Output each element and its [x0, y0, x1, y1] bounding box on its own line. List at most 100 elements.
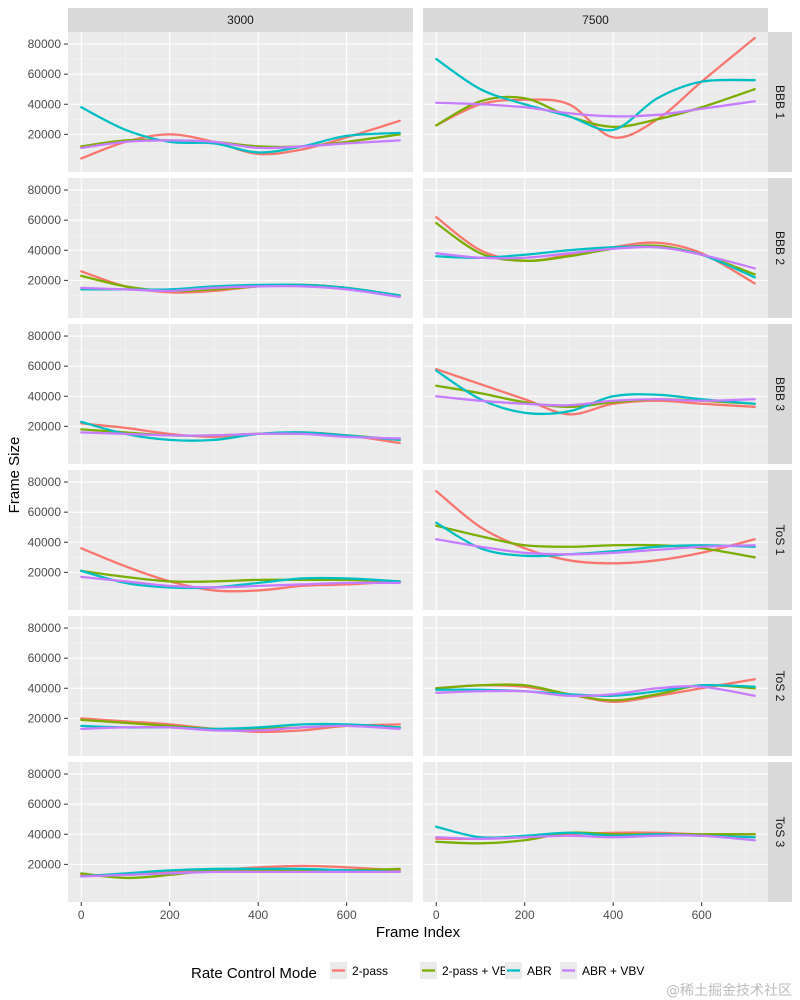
y-tick-label: 20000	[28, 419, 62, 433]
panel-bbb-1-3000	[68, 32, 413, 172]
panel-tos-1-7500	[423, 470, 768, 610]
y-tick-label: 60000	[28, 651, 62, 665]
panel-tos-3-7500	[423, 762, 768, 902]
panel-bbb-2-7500	[423, 178, 768, 318]
row-strip-tos-2	[768, 616, 792, 756]
series-line-abr	[80, 106, 401, 154]
row-strip-label: BBB 1	[773, 85, 787, 119]
x-axis-title: Frame Index	[376, 924, 461, 941]
y-tick-label: 20000	[28, 857, 62, 871]
series-line-abr	[80, 569, 401, 590]
row-strip-tos-1	[768, 470, 792, 610]
y-tick-label: 80000	[28, 183, 62, 197]
panel-tos-2-3000	[68, 616, 413, 756]
series-line-abr-vbv	[435, 538, 756, 556]
panel-tos-3-3000	[68, 762, 413, 902]
y-tick-label: 40000	[28, 97, 62, 111]
y-tick-label: 40000	[28, 827, 62, 841]
panel-background	[423, 762, 768, 902]
column-strip-3000	[68, 8, 413, 32]
series-line-2-pass	[435, 489, 756, 565]
y-axis-title: Frame Size	[6, 437, 23, 514]
series-line-2-pass	[80, 547, 401, 593]
y-tick-label: 60000	[28, 505, 62, 519]
panel-background	[68, 470, 413, 610]
y-tick-label: 80000	[28, 475, 62, 489]
series-line-abr-vbv	[435, 834, 756, 842]
series-line-abr-vbv	[80, 431, 401, 440]
x-tick-label: 200	[515, 908, 535, 922]
series-line-2-pass-vbv	[80, 569, 401, 583]
x-tick-label: 0	[433, 908, 440, 922]
panel-bbb-1-7500	[423, 32, 768, 172]
panel-background	[423, 324, 768, 464]
panel-bbb-3-3000	[68, 324, 413, 464]
x-tick-label: 200	[160, 908, 180, 922]
legend: Rate Control Mode 2-pass 2-pass + VBV ABR A…	[191, 962, 644, 982]
x-tick-label: 400	[603, 908, 623, 922]
series-line-abr-vbv	[435, 395, 756, 407]
y-tick-label: 40000	[28, 535, 62, 549]
series-line-abr-vbv	[80, 284, 401, 299]
y-tick-label: 40000	[28, 243, 62, 257]
panel-background	[68, 324, 413, 464]
y-tick-label: 80000	[28, 621, 62, 635]
legend-item-abr: ABR	[505, 962, 552, 979]
column-strip-7500	[423, 8, 768, 32]
x-tick-label: 400	[248, 908, 268, 922]
y-tick-label: 80000	[28, 329, 62, 343]
y-tick-label: 20000	[28, 711, 62, 725]
y-tick-label: 80000	[28, 37, 62, 51]
y-tick-label: 60000	[28, 213, 62, 227]
row-strip-bbb-2	[768, 178, 792, 318]
panel-tos-2-7500	[423, 616, 768, 756]
legend-label: ABR + VBV	[582, 964, 644, 978]
row-strip-label: ToS 2	[773, 671, 787, 702]
legend-label: ABR	[527, 964, 552, 978]
series-line-abr-vbv	[80, 870, 401, 878]
row-strip-tos-3	[768, 762, 792, 902]
row-strip-label: BBB 3	[773, 377, 787, 411]
row-strip-label: BBB 2	[773, 231, 787, 265]
series-line-abr-vbv	[435, 685, 756, 698]
panel-bbb-2-3000	[68, 178, 413, 318]
panel-background	[68, 762, 413, 902]
panel-background	[68, 616, 413, 756]
panel-background	[68, 178, 413, 318]
panel-bbb-3-7500	[423, 324, 768, 464]
x-tick-label: 600	[337, 908, 357, 922]
column-strip-label: 7500	[582, 13, 609, 27]
legend-item-2-pass: 2-pass	[330, 962, 388, 979]
panel-tos-1-3000	[68, 470, 413, 610]
row-strip-label: ToS 3	[773, 817, 787, 848]
legend-title: Rate Control Mode	[191, 965, 317, 982]
legend-label: 2-pass + VBV	[442, 964, 516, 978]
watermark-text: @稀土掘金技术社区	[666, 983, 792, 999]
x-tick-label: 0	[78, 908, 85, 922]
row-strip-bbb-3	[768, 324, 792, 464]
panel-background	[423, 470, 768, 610]
series-line-abr-vbv	[80, 139, 401, 150]
legend-item-2-pass-vbv: 2-pass + VBV	[420, 962, 516, 979]
column-strip-label: 3000	[227, 13, 254, 27]
y-tick-label: 80000	[28, 767, 62, 781]
y-tick-label: 60000	[28, 797, 62, 811]
y-tick-label: 60000	[28, 67, 62, 81]
series-line-abr-vbv	[435, 100, 756, 118]
y-tick-label: 40000	[28, 681, 62, 695]
series-line-abr	[80, 867, 401, 878]
x-tick-label: 600	[692, 908, 712, 922]
series-line-abr-vbv	[435, 245, 756, 270]
series-line-abr	[435, 57, 756, 132]
y-tick-label: 20000	[28, 273, 62, 287]
series-line-2-pass	[435, 368, 756, 416]
row-strip-bbb-1	[768, 32, 792, 172]
y-tick-label: 60000	[28, 359, 62, 373]
y-tick-label: 40000	[28, 389, 62, 403]
y-tick-label: 20000	[28, 127, 62, 141]
ticks-layer: 2000040000600008000020000400006000080000…	[28, 37, 712, 922]
panels-layer: 3000 7500 BBB 1 BBB 2 BBB 3 ToS 1 ToS 2 ToS 3	[68, 8, 792, 902]
legend-item-abr-vbv: ABR + VBV	[560, 962, 644, 979]
legend-label: 2-pass	[352, 964, 388, 978]
